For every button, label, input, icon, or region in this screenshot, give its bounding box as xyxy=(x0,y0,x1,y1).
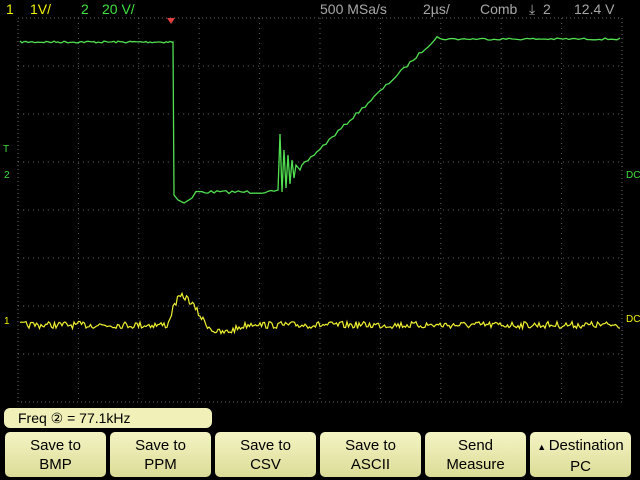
sample-rate: 500 MSa/s xyxy=(320,1,387,17)
ch1-ground-marker: 1 xyxy=(4,316,10,327)
softkey[interactable]: Send Measure xyxy=(425,432,526,477)
ch2-trace xyxy=(19,35,621,204)
softkey-text: CSV xyxy=(250,456,281,473)
ch1-coupling: DC xyxy=(626,314,640,325)
softkey-text: Save to xyxy=(135,437,186,454)
softkey-label: Measure xyxy=(425,455,526,474)
softkey-text: Save to xyxy=(345,437,396,454)
softkey-label: Send xyxy=(425,436,526,455)
ch1-number: 1 xyxy=(6,1,14,17)
trigger-mode: Comb xyxy=(480,1,518,17)
softkey-label: Save to xyxy=(110,436,211,455)
softkey-label: PPM xyxy=(110,455,211,474)
measurement: Freq ② = 77.1kHz xyxy=(4,408,212,428)
softkey-text: Measure xyxy=(446,456,505,473)
ch2-ground-marker: 2 xyxy=(4,170,10,181)
trigger-position xyxy=(167,18,175,24)
menu-arrow: ▲ xyxy=(537,442,549,452)
softkey-text: BMP xyxy=(39,456,72,473)
softkey-label: CSV xyxy=(215,455,316,474)
graticule-border xyxy=(17,17,623,403)
softkey-label: Save to xyxy=(215,436,316,455)
ch1-scale: 1V/ xyxy=(30,1,52,17)
softkey-text: Save to xyxy=(240,437,291,454)
softkey-text: Destination xyxy=(548,437,624,454)
softkey[interactable]: Save to PPM xyxy=(110,432,211,477)
trigger-level: 12.4 V xyxy=(574,1,615,17)
trigger-icon: ⤓ xyxy=(529,1,536,17)
softkey-label: Save to xyxy=(320,436,421,455)
softkey[interactable]: Save to BMP xyxy=(5,432,106,477)
softkey-label: BMP xyxy=(5,455,106,474)
timebase: 2µs/ xyxy=(423,1,450,17)
softkey-text: PPM xyxy=(144,456,177,473)
trigger-level-marker: T xyxy=(3,144,10,155)
softkey[interactable]: ▲ Destination PC xyxy=(530,432,631,477)
ch2-scale: 20 V/ xyxy=(102,1,135,17)
softkey[interactable]: Save to ASCII xyxy=(320,432,421,477)
softkey-text: ASCII xyxy=(350,456,391,473)
ch1-trace xyxy=(19,291,621,335)
softkey-label: ▲ Destination xyxy=(530,436,631,457)
ch2-number: 2 xyxy=(81,1,89,17)
trigger-source: 2 xyxy=(543,1,551,17)
softkey-text: PC xyxy=(570,458,591,475)
softkey-text: Save to xyxy=(30,437,81,454)
softkey-label: PC xyxy=(530,457,631,476)
ch2-coupling: DC xyxy=(626,170,640,181)
softkey[interactable]: Save to CSV xyxy=(215,432,316,477)
softkey-text: Send xyxy=(457,437,494,454)
softkey-label: Save to xyxy=(5,436,106,455)
grid xyxy=(18,18,622,402)
softkey-label: ASCII xyxy=(320,455,421,474)
